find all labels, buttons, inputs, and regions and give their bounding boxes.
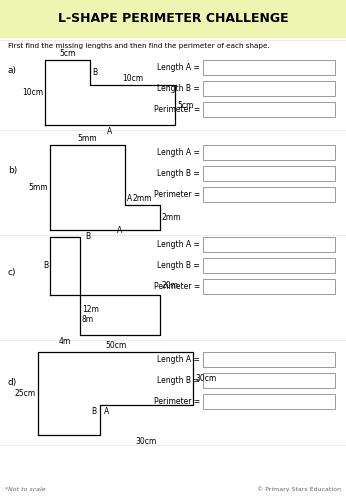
Text: Perimeter =: Perimeter = — [154, 282, 200, 291]
Text: 12m: 12m — [82, 304, 99, 314]
Text: 5cm: 5cm — [177, 100, 193, 110]
Text: Perimeter =: Perimeter = — [154, 105, 200, 114]
Text: Length A =: Length A = — [157, 148, 200, 157]
Text: Perimeter =: Perimeter = — [154, 190, 200, 199]
Text: a): a) — [8, 66, 17, 74]
Text: 30cm: 30cm — [195, 374, 216, 383]
Bar — [203, 373, 335, 388]
Bar — [0, 0, 346, 38]
Text: A: A — [117, 226, 122, 235]
Text: A: A — [104, 407, 109, 416]
Text: 8m: 8m — [82, 314, 94, 324]
Text: 25cm: 25cm — [15, 389, 36, 398]
Text: B: B — [92, 68, 97, 77]
Text: Length A =: Length A = — [157, 240, 200, 249]
Bar — [203, 166, 335, 181]
Bar — [203, 279, 335, 294]
Text: Length A =: Length A = — [157, 355, 200, 364]
Text: B: B — [43, 262, 48, 270]
Text: 4m: 4m — [59, 337, 71, 346]
Text: b): b) — [8, 166, 17, 174]
Bar — [203, 187, 335, 202]
Text: c): c) — [8, 268, 17, 276]
Text: First find the missing lengths and then find the perimeter of each shape.: First find the missing lengths and then … — [8, 43, 270, 49]
Text: Length B =: Length B = — [157, 169, 200, 178]
Text: 5cm: 5cm — [59, 49, 76, 58]
Text: 10cm: 10cm — [122, 74, 143, 83]
Text: © Primary Stars Education: © Primary Stars Education — [257, 486, 341, 492]
Text: 10cm: 10cm — [22, 88, 43, 97]
Text: B: B — [85, 232, 90, 241]
Bar — [203, 60, 335, 75]
Text: 2mm: 2mm — [133, 194, 152, 203]
Text: A: A — [127, 194, 132, 203]
Text: Length A =: Length A = — [157, 63, 200, 72]
Text: Perimeter =: Perimeter = — [154, 397, 200, 406]
Text: L-SHAPE PERIMETER CHALLENGE: L-SHAPE PERIMETER CHALLENGE — [58, 12, 288, 26]
Text: *Not to scale: *Not to scale — [5, 487, 46, 492]
Bar — [203, 81, 335, 96]
Bar — [203, 102, 335, 117]
Text: 5mm: 5mm — [28, 183, 48, 192]
Bar — [203, 394, 335, 409]
Text: B: B — [91, 407, 96, 416]
Text: 5mm: 5mm — [78, 134, 97, 143]
Bar — [203, 352, 335, 367]
Bar — [203, 237, 335, 252]
Bar — [203, 145, 335, 160]
Text: Length B =: Length B = — [157, 376, 200, 385]
Text: 20m: 20m — [162, 282, 179, 290]
Bar — [203, 258, 335, 273]
Text: Length B =: Length B = — [157, 84, 200, 93]
Text: 2mm: 2mm — [162, 213, 182, 222]
Text: 50cm: 50cm — [105, 341, 126, 350]
Text: d): d) — [8, 378, 17, 386]
Text: A: A — [107, 127, 113, 136]
Text: 30cm: 30cm — [136, 437, 157, 446]
Text: Length B =: Length B = — [157, 261, 200, 270]
